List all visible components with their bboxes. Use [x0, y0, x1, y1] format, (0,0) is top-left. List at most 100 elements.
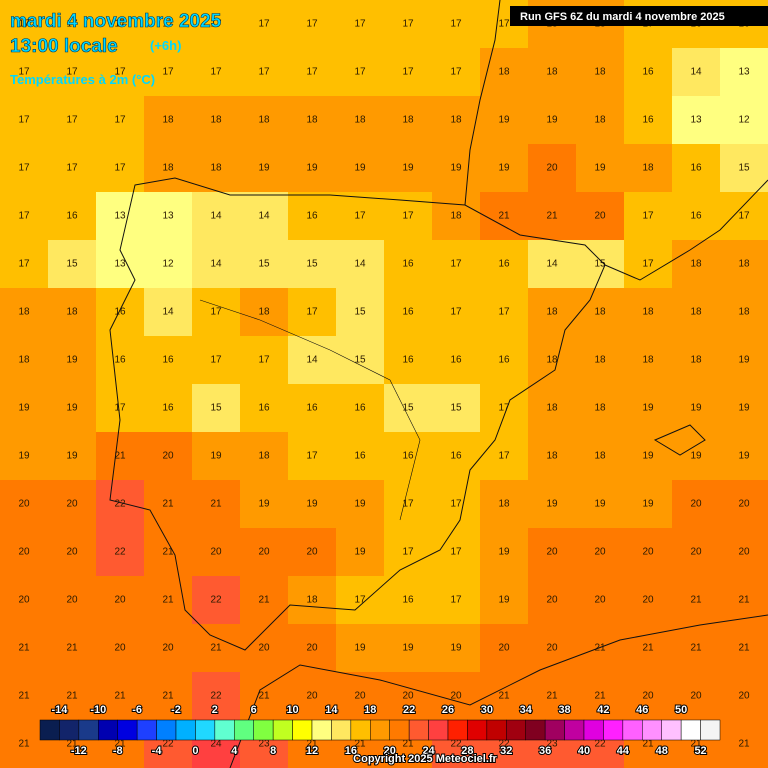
temperature-cell: [144, 384, 193, 433]
temperature-value: 18: [450, 211, 462, 222]
legend-label: 12: [306, 745, 318, 757]
temperature-cell: [480, 336, 529, 385]
temperature-value: 17: [402, 19, 414, 30]
temperature-value: 19: [498, 115, 510, 126]
africa-coast: [229, 614, 768, 768]
temperature-value: 20: [546, 643, 558, 654]
temperature-value: 20: [642, 547, 654, 558]
temperature-cell: [0, 384, 49, 433]
temperature-cell: [288, 144, 337, 193]
temperature-cell: [0, 240, 49, 289]
temperature-value: 22: [162, 739, 174, 750]
temperature-value: 17: [114, 403, 126, 414]
legend-swatch: [78, 719, 99, 741]
temperature-cell: [0, 480, 49, 529]
temperature-value: 17: [354, 595, 366, 606]
legend-label: 24: [422, 745, 435, 757]
legend-swatch: [700, 719, 721, 741]
temperature-cell: [672, 96, 721, 145]
temperature-cell: [672, 432, 721, 481]
temperature-value: 15: [594, 259, 606, 270]
legend-label: 16: [345, 745, 357, 757]
legend-swatch: [603, 719, 624, 741]
temperature-value: 17: [114, 67, 126, 78]
temperature-value: 20: [498, 643, 510, 654]
temperature-cell: [0, 672, 49, 721]
temperature-value: 16: [114, 307, 126, 318]
legend-label: 32: [500, 745, 512, 757]
temperature-value: 16: [114, 355, 126, 366]
temperature-cell: [624, 672, 673, 721]
temperature-cell: [480, 96, 529, 145]
temperature-cell: [0, 144, 49, 193]
temperature-value: 20: [738, 691, 750, 702]
temperature-value: 18: [738, 307, 750, 318]
temperature-cell: [384, 576, 433, 625]
temperature-cell: [288, 432, 337, 481]
temperature-cell: [384, 624, 433, 673]
temperature-cell: [48, 384, 97, 433]
temperature-value: 19: [354, 163, 366, 174]
temperature-cell: [528, 672, 577, 721]
temperature-cell: [192, 240, 241, 289]
temperature-cell: [48, 576, 97, 625]
temperature-cell: [576, 480, 625, 529]
legend: -14-12-10-8-6-4-202468101214161820222426…: [39, 703, 721, 758]
temperature-cell: [0, 288, 49, 337]
temperature-cell: [336, 192, 385, 241]
temperature-value: 18: [162, 163, 174, 174]
temperature-cell: [336, 528, 385, 577]
legend-label: 38: [558, 704, 570, 716]
temperature-value: 21: [642, 643, 654, 654]
temperature-cell: [48, 336, 97, 385]
temperature-value: 20: [642, 691, 654, 702]
temperature-cell: [624, 528, 673, 577]
temperature-cell: [384, 336, 433, 385]
temperature-value: 14: [210, 259, 222, 270]
temperature-cell: [144, 480, 193, 529]
temperature-value: 19: [690, 451, 702, 462]
temperature-cell: [288, 672, 337, 721]
temperature-cell: [192, 192, 241, 241]
legend-label: -14: [51, 704, 68, 716]
temperature-value: 16: [306, 211, 318, 222]
legend-label: 20: [384, 745, 396, 757]
temperature-value: 16: [66, 211, 78, 222]
temperature-cell: [144, 528, 193, 577]
legend-swatch: [370, 719, 390, 741]
temperature-value: 19: [306, 163, 318, 174]
temperature-cell: [48, 240, 97, 289]
temperature-value: 17: [402, 67, 414, 78]
temperature-value: 20: [18, 547, 30, 558]
temperature-cell: [288, 192, 337, 241]
temperature-value: 17: [402, 211, 414, 222]
temperature-cell: [192, 384, 241, 433]
temperature-cell: [288, 0, 337, 49]
temperature-value: 20: [66, 595, 78, 606]
temperature-cell: [576, 96, 625, 145]
temperature-cell: [288, 96, 337, 145]
temperature-cell: [672, 672, 721, 721]
temperature-cell: [240, 624, 289, 673]
time: 13:00 locale: [10, 36, 118, 57]
temperature-cell: [624, 48, 673, 97]
temperature-cell: [480, 48, 529, 97]
temperature-cell: [336, 48, 385, 97]
temperature-value: 17: [642, 259, 654, 270]
temperature-value: 15: [306, 259, 318, 270]
temperature-value: 21: [402, 739, 414, 750]
temperature-value: 19: [210, 451, 222, 462]
temperature-value: 18: [402, 115, 414, 126]
temperature-cell: [192, 288, 241, 337]
temperature-value: 13: [162, 211, 174, 222]
temperature-cell: [672, 144, 721, 193]
temperature-value: 19: [738, 403, 750, 414]
temperature-value: 19: [690, 403, 702, 414]
temperature-value: 16: [642, 67, 654, 78]
legend-label: 40: [578, 745, 590, 757]
temperature-cell: [192, 432, 241, 481]
legend-swatch: [234, 719, 254, 741]
legend-swatch: [408, 719, 429, 741]
temperature-cell: [240, 432, 289, 481]
temperature-cell: [720, 144, 768, 193]
